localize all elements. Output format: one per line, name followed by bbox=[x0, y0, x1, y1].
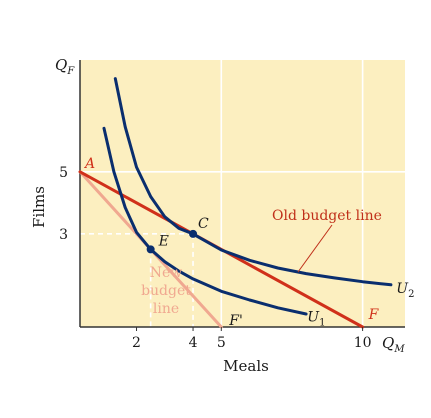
series-u1-line bbox=[102, 126, 308, 316]
point-label-e: E bbox=[158, 233, 169, 249]
x-tick-10: 10 bbox=[354, 335, 372, 351]
y-tick-3: 3 bbox=[59, 227, 68, 243]
new-budget-annotation-3: line bbox=[153, 301, 179, 317]
point-label-f: F bbox=[368, 307, 380, 323]
x-tick-5: 5 bbox=[217, 335, 226, 351]
x-tick-2: 2 bbox=[132, 335, 141, 351]
point-layer bbox=[146, 229, 198, 254]
point-c bbox=[189, 229, 198, 238]
series-u2-line bbox=[113, 77, 393, 287]
point-label-fprime: F' bbox=[228, 313, 243, 329]
y-tick-labels: 53 bbox=[59, 165, 68, 243]
curve-label-u1: U1 bbox=[307, 310, 325, 329]
point-label-c: C bbox=[198, 216, 209, 232]
point-label-a: A bbox=[83, 156, 95, 172]
x-axis-label: Meals bbox=[223, 357, 269, 375]
new-budget-annotation-2: budget bbox=[141, 283, 191, 299]
series-layer bbox=[78, 77, 393, 329]
x-tick-labels: 2 4 5 10 bbox=[132, 327, 372, 351]
x-tick-4: 4 bbox=[189, 335, 198, 351]
plot-background bbox=[80, 60, 405, 327]
old-budget-leader-line bbox=[297, 224, 333, 273]
curve-label-u2: U2 bbox=[396, 281, 414, 300]
new-budget-annotation-1: New bbox=[150, 265, 183, 281]
point-e bbox=[146, 245, 155, 254]
y-axis-label: Films bbox=[30, 186, 48, 228]
x-axis-symbol: QM bbox=[382, 334, 405, 355]
y-axis-symbol: QF bbox=[55, 56, 75, 77]
curve-labels: A C E F F' U1 U2 bbox=[83, 156, 414, 329]
old-budget-annotation: Old budget line bbox=[272, 208, 382, 224]
y-tick-5: 5 bbox=[59, 165, 68, 181]
